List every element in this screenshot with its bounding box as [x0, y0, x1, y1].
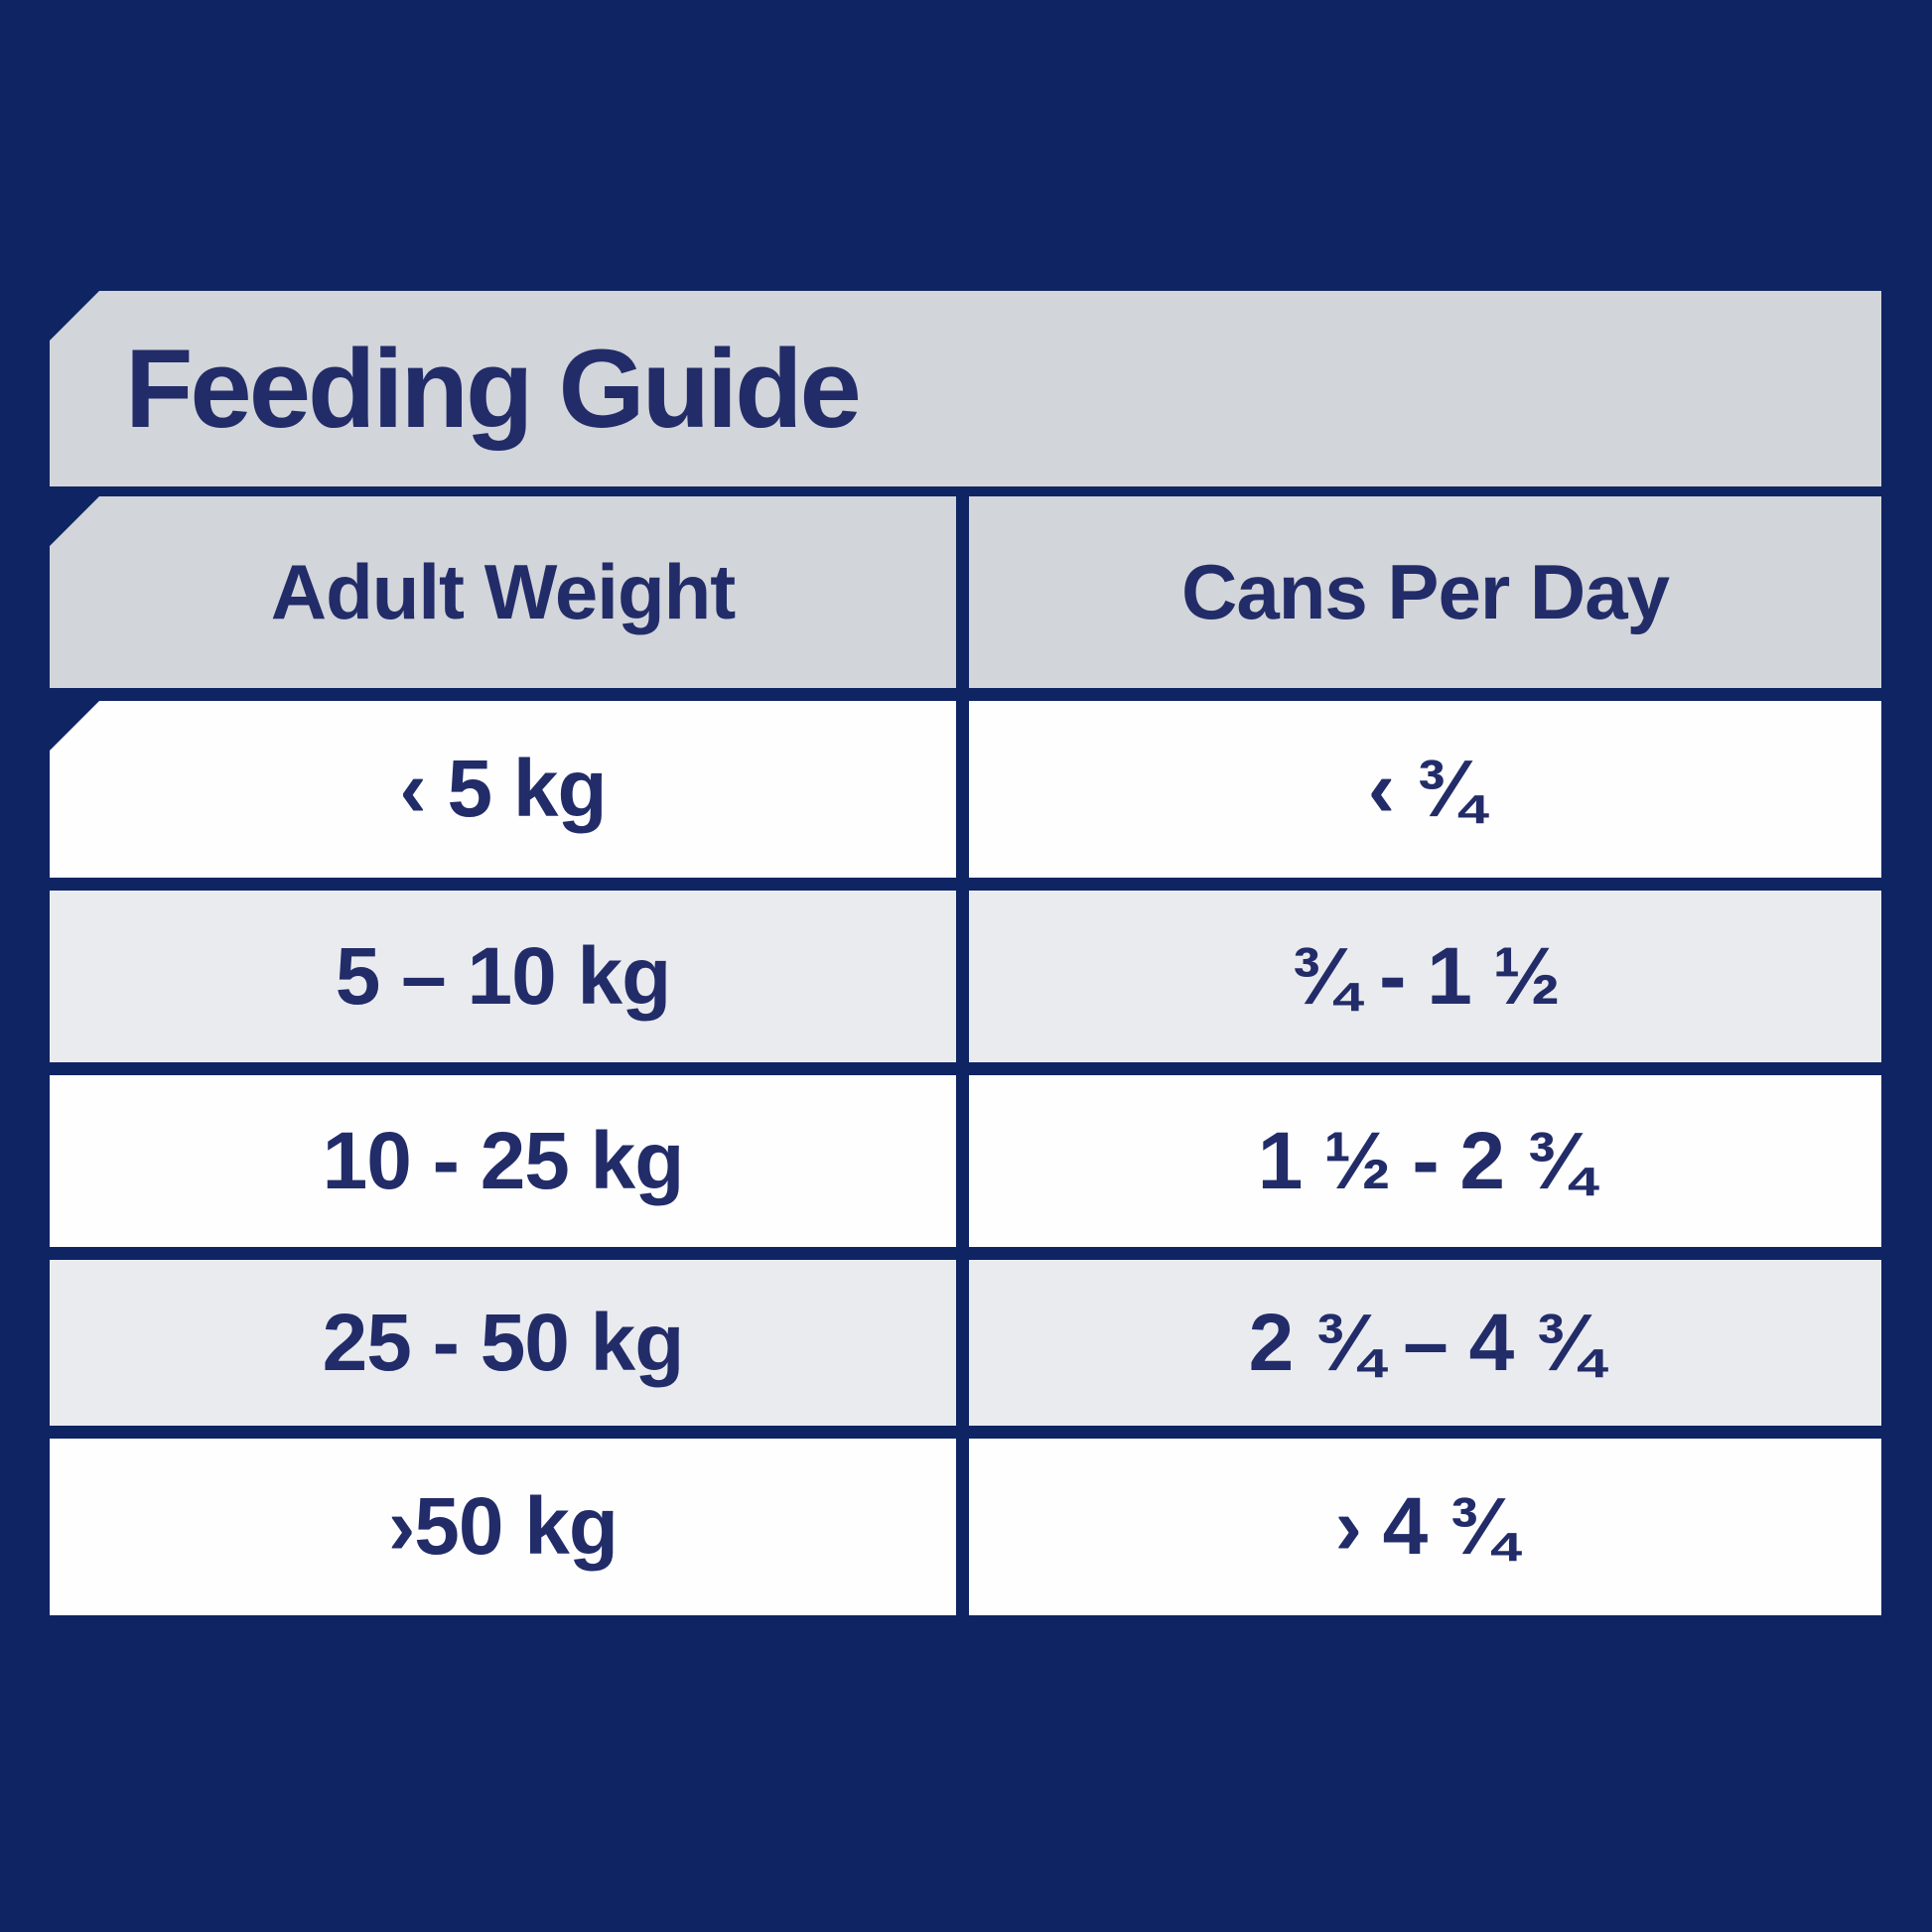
column-divider [956, 1439, 969, 1615]
column-divider [956, 701, 969, 878]
cans-per-day-value: › 4 ¾ [969, 1439, 1881, 1615]
adult-weight-value: 25 - 50 kg [50, 1260, 956, 1426]
column-divider [956, 1075, 969, 1247]
cans-per-day-value: ‹ ¾ [969, 701, 1881, 878]
page-title: Feeding Guide [125, 327, 862, 451]
adult-weight-value: 5 – 10 kg [50, 891, 956, 1062]
table-row: 5 – 10 kg ¾ - 1 ½ [50, 891, 1881, 1062]
column-header-cans-per-day: Cans Per Day [969, 496, 1881, 688]
cans-per-day-value: 1 ½ - 2 ¾ [969, 1075, 1881, 1247]
column-divider [956, 891, 969, 1062]
cans-per-day-value: ¾ - 1 ½ [969, 891, 1881, 1062]
adult-weight-value: ‹ 5 kg [50, 701, 956, 878]
column-header-adult-weight: Adult Weight [50, 496, 956, 688]
table-row: 25 - 50 kg 2 ¾ – 4 ¾ [50, 1260, 1881, 1426]
table-header-row: Adult Weight Cans Per Day [50, 496, 1881, 688]
table-row: ›50 kg › 4 ¾ [50, 1439, 1881, 1615]
adult-weight-value: ›50 kg [50, 1439, 956, 1615]
column-divider [956, 1260, 969, 1426]
feeding-guide-table: Feeding Guide Adult Weight Cans Per Day … [50, 291, 1881, 1615]
cans-per-day-value: 2 ¾ – 4 ¾ [969, 1260, 1881, 1426]
column-divider [956, 496, 969, 688]
title-band: Feeding Guide [50, 291, 1881, 486]
table-row: 10 - 25 kg 1 ½ - 2 ¾ [50, 1075, 1881, 1247]
table-row: ‹ 5 kg ‹ ¾ [50, 701, 1881, 878]
adult-weight-value: 10 - 25 kg [50, 1075, 956, 1247]
